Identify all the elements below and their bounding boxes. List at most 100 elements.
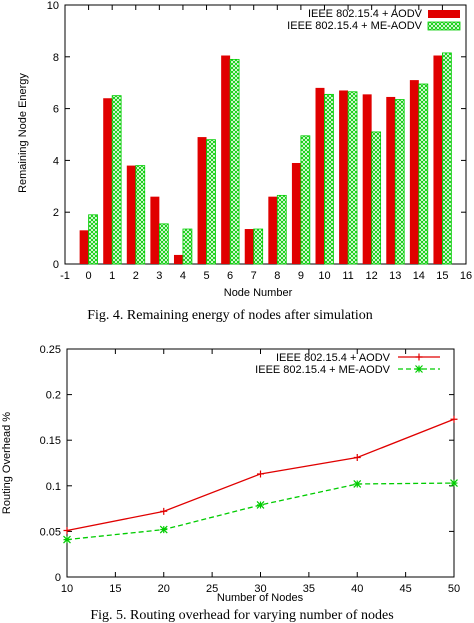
aodv-bar: [268, 196, 278, 264]
line-y-tick-label: 0.1: [46, 481, 61, 493]
aodv-bar: [386, 96, 396, 264]
me-aodv-point: [450, 479, 458, 487]
me-aodv-point: [63, 535, 71, 544]
bar-y-tick-label: 0: [53, 259, 59, 271]
aodv-point: [257, 470, 264, 478]
bar-y-tick-label: 2: [53, 207, 59, 219]
line-x-tick-label: 35: [303, 583, 315, 595]
aodv-bar: [244, 229, 254, 264]
me-aodv-bar: [418, 83, 429, 265]
bar-x-tick-label: -1: [60, 270, 70, 282]
me-aodv-bar: [158, 223, 169, 265]
aodv-point: [63, 526, 71, 534]
bar-x-tick-label: 13: [389, 270, 401, 282]
bar-x-tick-label: 1: [109, 270, 115, 282]
me-aodv-bar: [276, 194, 287, 265]
me-aodv-point: [256, 501, 265, 509]
line-x-tick-label: 20: [158, 583, 170, 595]
me-aodv-bar: [88, 214, 98, 265]
aodv-bar: [339, 90, 349, 264]
me-aodv-bar: [111, 95, 122, 265]
me-aodv-bar: [324, 93, 334, 265]
aodv-bar: [221, 55, 231, 264]
line-figure-caption: Fig. 5. Routing overhead for varying num…: [90, 608, 393, 623]
line-legend-marker: [415, 365, 423, 373]
bar-x-tick-label: 12: [366, 270, 378, 282]
aodv-bar: [150, 196, 160, 264]
line-y-tick-label: 0.15: [40, 435, 61, 447]
line-x-tick-label: 45: [400, 583, 412, 595]
aodv-bar: [291, 162, 301, 264]
bar-x-tick-label: 3: [156, 270, 162, 282]
bar-legend-label: IEEE 802.15.4 + AODV: [308, 8, 423, 20]
line-x-tick-label: 25: [206, 583, 218, 595]
bar-x-tick-label: 9: [298, 270, 304, 282]
aodv-bar: [409, 80, 419, 264]
me-aodv-line: [66, 482, 455, 541]
line-x-tick-label: 40: [351, 583, 363, 595]
bar-y-tick-label: 10: [47, 0, 59, 12]
line-x-axis-label: Number of Nodes: [217, 592, 304, 604]
bar-x-tick-label: 8: [274, 270, 280, 282]
bar-x-tick-label: 16: [460, 270, 472, 282]
aodv-bar: [173, 254, 183, 264]
bar-x-tick-label: 2: [133, 270, 139, 282]
aodv-bar: [197, 137, 207, 264]
me-aodv-bar: [206, 139, 216, 265]
line-legend-marker: [415, 353, 423, 361]
line-y-axis-label: Routing Overhead %: [1, 412, 13, 514]
me-aodv-bar: [442, 52, 452, 265]
aodv-bar: [103, 98, 113, 265]
me-aodv-point: [353, 480, 362, 488]
bar-x-tick-label: 15: [436, 270, 448, 282]
bar-x-tick-label: 11: [342, 270, 353, 282]
bar-y-tick-label: 8: [53, 52, 59, 64]
bar-y-tick-label: 4: [53, 155, 59, 167]
me-aodv-bar: [371, 131, 382, 265]
aodv-bar: [315, 87, 325, 264]
aodv-bar: [126, 165, 136, 264]
bar-x-tick-label: 5: [203, 270, 209, 282]
bar-x-tick-label: 4: [180, 270, 186, 282]
bar-x-tick-label: 10: [318, 270, 330, 282]
bar-x-tick-label: 7: [251, 270, 257, 282]
bar-legend-swatch-me-aodv: [427, 21, 461, 31]
me-aodv-bar: [253, 228, 264, 265]
aodv-bar: [433, 55, 443, 264]
aodv-point: [450, 415, 458, 423]
bar-y-axis-label: Remaining Node Energy: [17, 73, 29, 193]
me-aodv-bar: [394, 99, 405, 265]
bar-legend-label: IEEE 802.15.4 + ME-AODV: [287, 20, 422, 32]
line-y-tick-label: 0.25: [40, 344, 61, 356]
bar-legend-swatch-aodv: [428, 10, 460, 18]
aodv-bar: [79, 230, 89, 264]
bar-figure-caption: Fig. 4. Remaining energy of nodes after …: [87, 308, 373, 323]
me-aodv-bar: [229, 58, 240, 265]
me-aodv-bar: [135, 165, 146, 265]
line-y-tick-label: 0.2: [46, 390, 61, 402]
line-x-tick-label: 30: [254, 583, 266, 595]
line-plot-area: 0 0.05 0.1 0.15 0.2 0.25 10 15 20 25 30 35 40 45 50 IEE…: [40, 344, 461, 595]
me-aodv-bar: [182, 228, 193, 265]
bar-y-tick-label: 6: [53, 104, 59, 116]
bar-plot-frame: [64, 4, 467, 265]
line-legend-label: IEEE 802.15.4 + ME-AODV: [255, 364, 390, 376]
me-aodv-bar: [300, 135, 311, 265]
line-x-tick-label: 15: [109, 583, 121, 595]
line-chart-figure: 0 0.05 0.1 0.15 0.2 0.25 10 15 20 25 30 35 40 45 50 IEE…: [1, 344, 461, 623]
bar-x-tick-label: 0: [86, 270, 92, 282]
line-plot-frame: [66, 348, 455, 578]
line-y-tick-label: 0.05: [40, 526, 61, 538]
bar-x-axis-label: Node Number: [224, 287, 293, 299]
line-legend-label: IEEE 802.15.4 + AODV: [276, 352, 391, 364]
bar-x-tick-label: 6: [227, 270, 233, 282]
aodv-point: [353, 454, 361, 462]
line-x-tick-label: 50: [448, 583, 460, 595]
me-aodv-bar: [347, 91, 358, 265]
aodv-point: [160, 507, 168, 515]
me-aodv-point: [159, 525, 168, 534]
aodv-bar: [362, 94, 372, 264]
line-x-tick-label: 10: [61, 583, 73, 595]
